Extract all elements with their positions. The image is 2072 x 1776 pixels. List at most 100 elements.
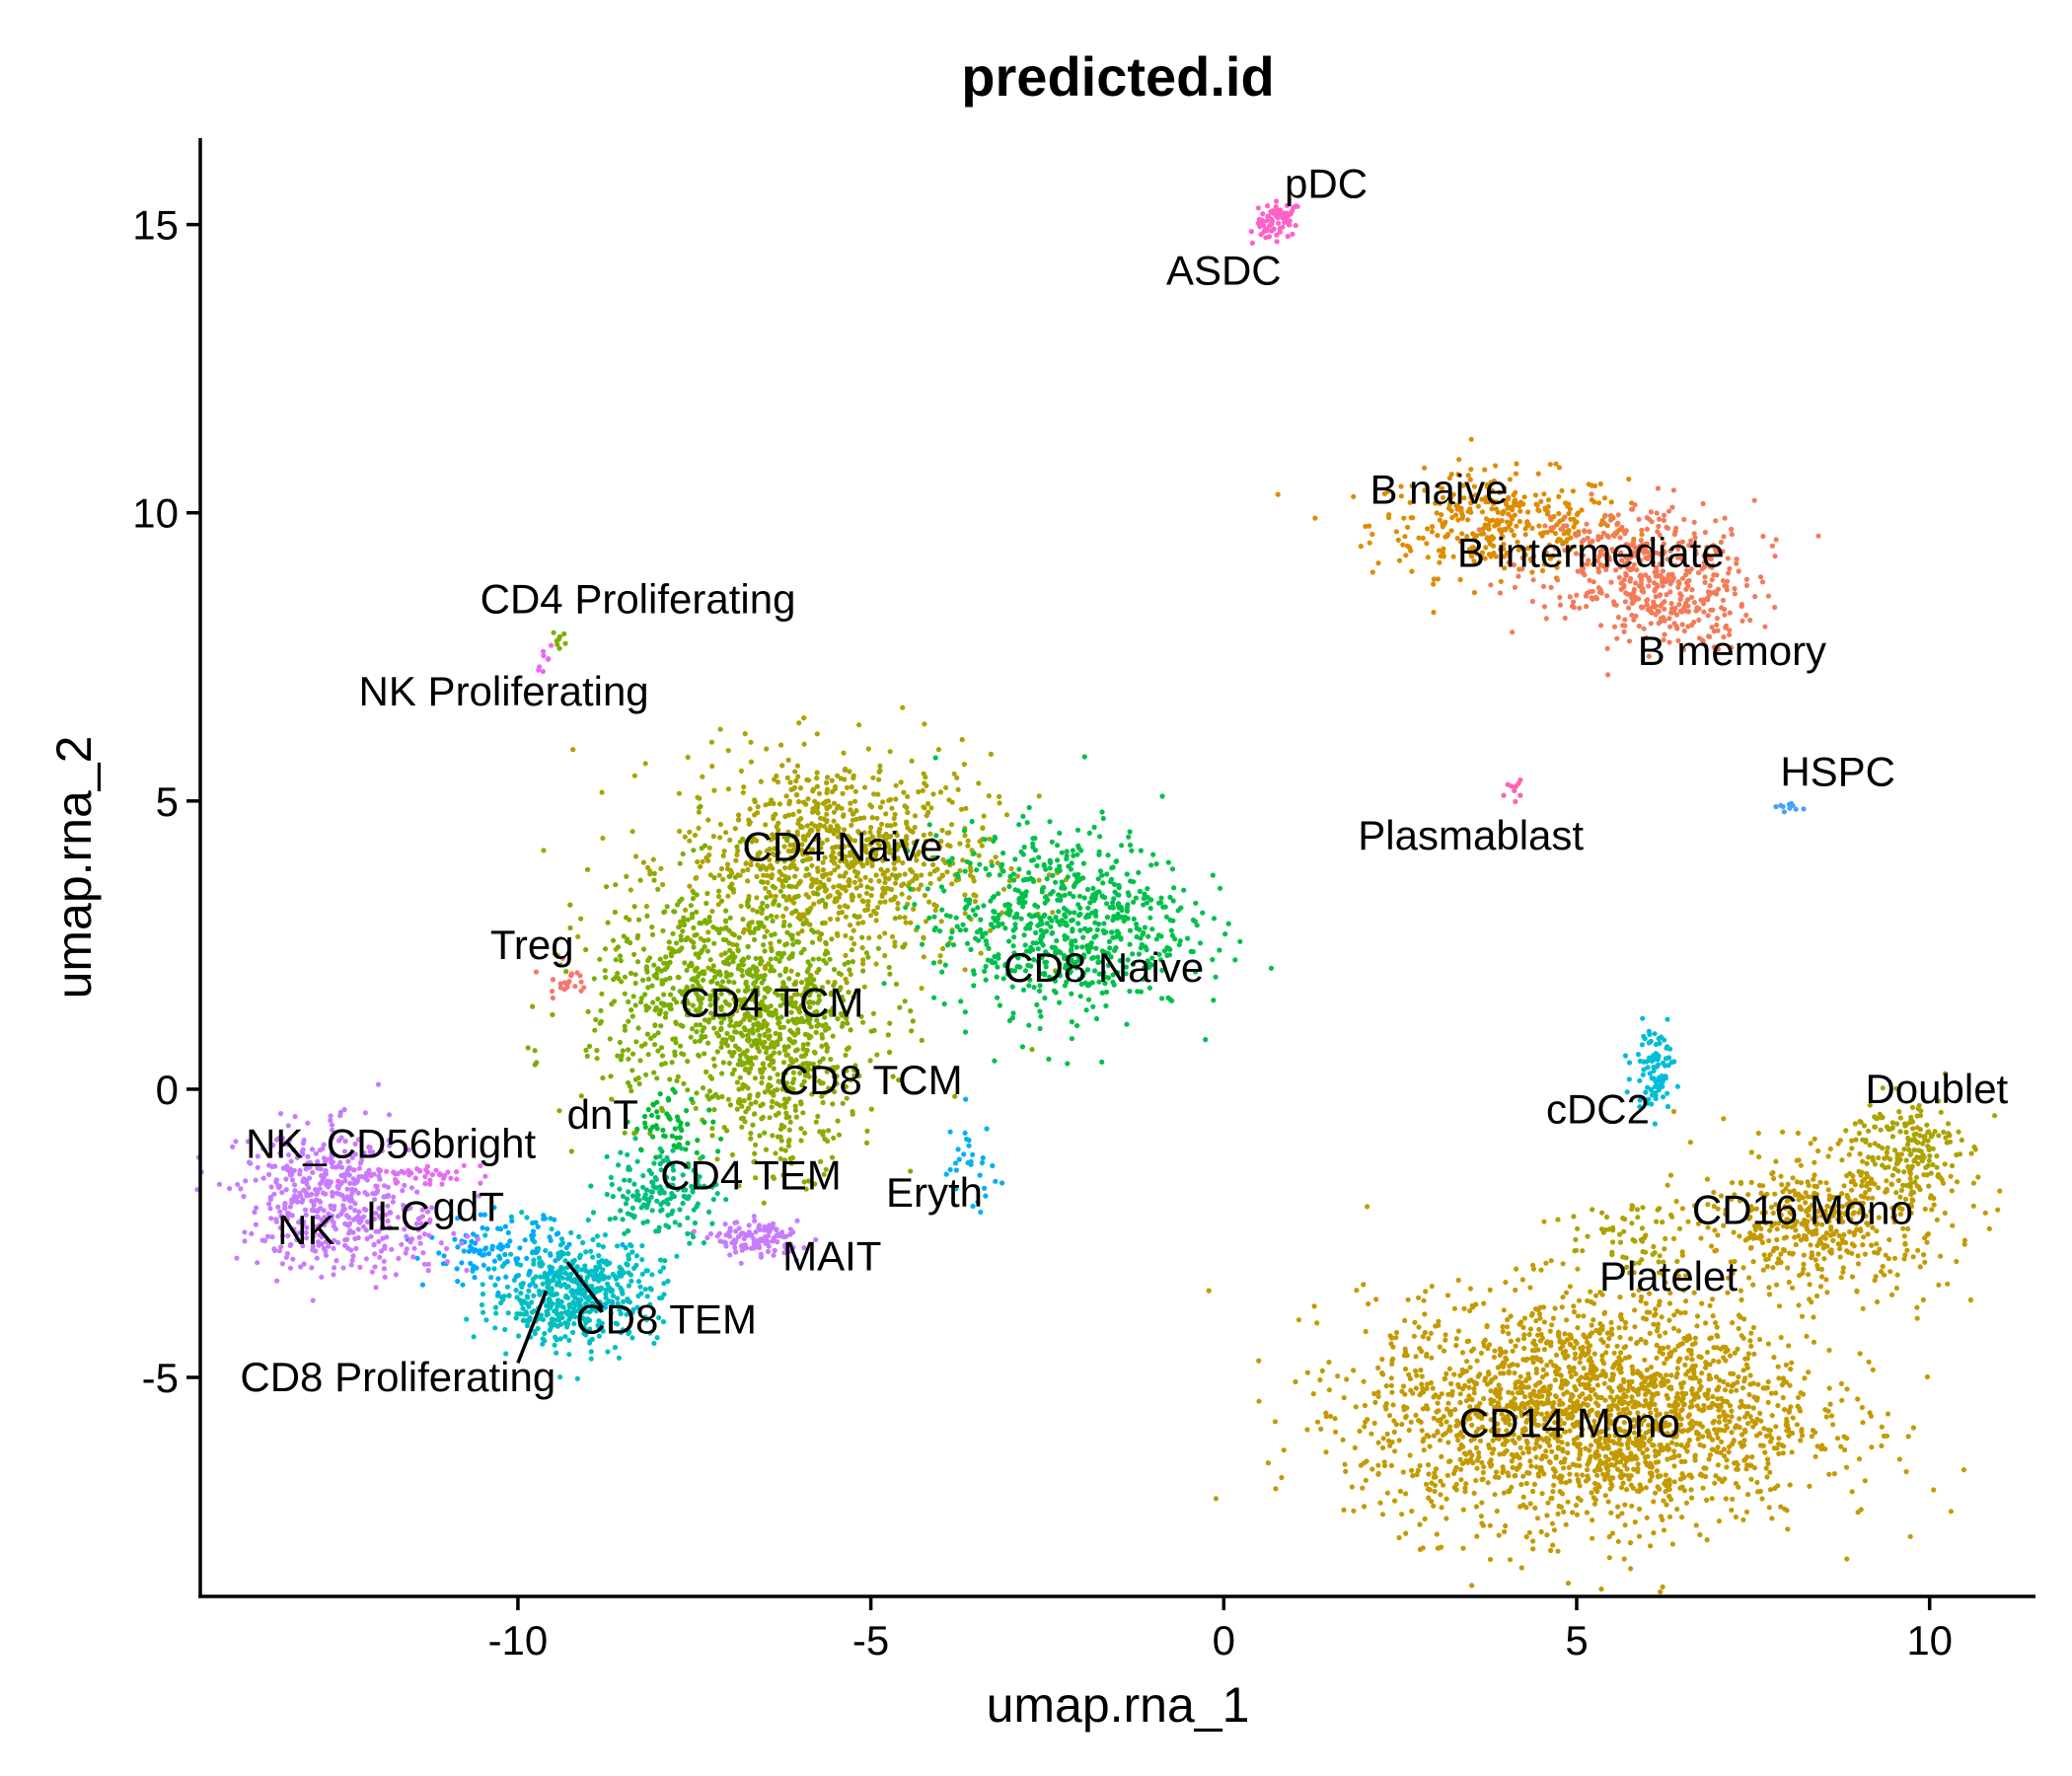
cell-point [1641,550,1647,555]
cell-point [314,1255,320,1261]
cell-point [492,1304,499,1310]
cell-point [629,1051,636,1057]
cell-point [1099,872,1105,878]
cell-point [560,1251,567,1257]
cell-point [631,1181,637,1187]
cell-point [625,1228,631,1234]
cell-point [887,971,893,977]
cell-point [1627,578,1633,584]
cell-point [802,1130,808,1136]
cell-point [352,1208,358,1214]
cell-point [1080,934,1086,940]
cell-point [600,1267,606,1273]
cell-point [851,798,858,804]
cell-point [723,1243,729,1249]
cell-point [568,973,574,979]
cell-point [1547,462,1553,468]
cell-point [999,1180,1005,1186]
cell-point [962,911,968,917]
cell-point [1054,937,1060,944]
cell-point [770,883,776,890]
cell-point [699,969,705,975]
cell-point [1641,626,1647,631]
cell-point [873,872,879,878]
cell-point [746,1229,752,1235]
cell-point [566,1304,573,1310]
cell-point [1099,990,1105,997]
cell-point [794,763,801,769]
cell-point [1544,511,1550,517]
cell-point [1401,515,1407,521]
cell-point [881,885,887,891]
cell-point [988,751,995,758]
cell-point [745,1105,752,1111]
cell-point [1105,852,1111,858]
cell-point [359,1173,365,1180]
cell-point [1218,885,1223,891]
cell-point [1511,492,1517,498]
cell-point [1012,922,1018,927]
cell-point [773,956,779,962]
cell-point [722,950,728,956]
cell-point [1026,869,1032,876]
cell-point [919,986,925,992]
cell-point [868,893,874,899]
cell-point [631,1215,637,1221]
cell-point [1626,638,1633,644]
cell-point [982,837,988,843]
cell-point [765,879,771,886]
cell-point [798,1138,804,1144]
cell-point [830,1033,836,1039]
cell-point [780,914,786,920]
cell-point [1513,798,1518,805]
cell-point [753,1055,759,1061]
cell-point [1665,572,1671,578]
cell-point [562,1334,568,1340]
cell-point [592,1027,598,1033]
cell-point [725,961,732,967]
cell-point [1471,590,1477,596]
cell-point [1689,587,1695,593]
cell-point [1705,613,1711,619]
cell-point [922,892,928,899]
cell-point [839,910,846,916]
cell-point [1150,851,1156,857]
cell-point [962,1130,968,1136]
cell-point [629,1193,636,1199]
cell-point [1519,566,1525,572]
cell-point [1653,603,1659,609]
cell-point [678,937,684,943]
cell-point [753,955,759,962]
cell-point [1485,535,1491,541]
cell-point [783,1110,789,1116]
cell-point [696,809,703,815]
cell-point [679,945,685,951]
cell-point [1436,548,1443,554]
cell-point [1055,857,1061,863]
cell-point [1639,532,1645,538]
cell-point [793,894,799,900]
cell-point [623,1201,629,1207]
cell-point [1363,523,1369,530]
cell-point [1025,923,1031,928]
cell-point [742,1067,748,1073]
cell-point [1433,500,1439,506]
cell-point [1285,213,1291,219]
cell-point [1470,545,1476,551]
cell-point [1016,822,1022,828]
cell-point [762,948,768,954]
cell-point [626,1056,631,1062]
cell-point [727,1049,733,1055]
cell-point [549,642,555,648]
cell-point [777,888,783,894]
cell-point [1282,210,1288,216]
cell-point [885,1032,891,1038]
cell-point [818,815,824,821]
cell-point [1552,531,1559,537]
cell-point [1511,532,1517,539]
cell-point [663,977,669,983]
cell-point [1042,894,1049,900]
cell-point [1607,513,1613,519]
cell-point [789,954,795,960]
cell-point [983,963,989,970]
